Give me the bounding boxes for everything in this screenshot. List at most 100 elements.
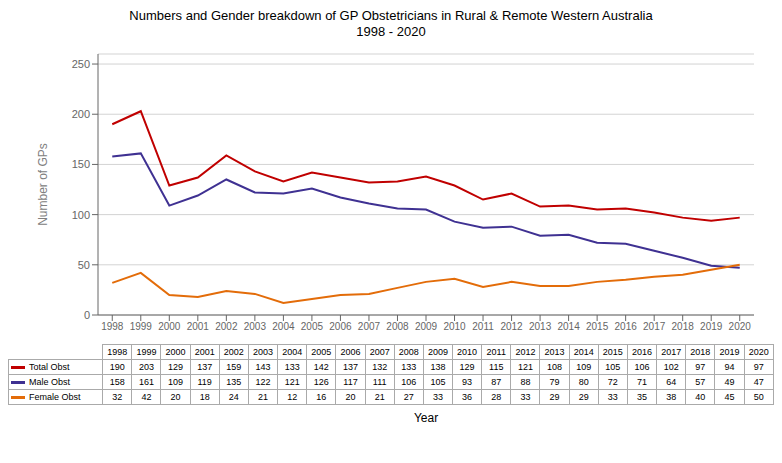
- html-text:79: 79: [549, 377, 560, 387]
- html-text:117: 117: [343, 377, 358, 387]
- html-text:2005: 2005: [311, 347, 332, 357]
- html-text:2015: 2015: [602, 347, 623, 357]
- html-text:80: 80: [578, 377, 589, 387]
- html-text:143: 143: [255, 362, 271, 372]
- html-text:115: 115: [489, 362, 504, 372]
- html-text:106: 106: [401, 377, 417, 387]
- html-text:1999: 1999: [136, 347, 157, 357]
- html-text:2006: 2006: [340, 347, 361, 357]
- html-text:2008: 2008: [398, 347, 419, 357]
- svg-text:2005: 2005: [301, 321, 324, 332]
- html-text:Numbers and Gender breakdown o: Numbers and Gender breakdown of GP Obste…: [129, 8, 653, 23]
- html-text:122: 122: [255, 377, 271, 387]
- svg-text:2010: 2010: [443, 321, 466, 332]
- svg-text:2016: 2016: [615, 321, 638, 332]
- html-text:2001: 2001: [194, 347, 215, 357]
- svg-text:2001: 2001: [187, 321, 210, 332]
- svg-text:2009: 2009: [415, 321, 438, 332]
- svg-text:0: 0: [84, 309, 90, 321]
- html-text:2012: 2012: [515, 347, 536, 357]
- html-text:105: 105: [605, 362, 621, 372]
- svg-text:2000: 2000: [158, 321, 181, 332]
- html-text:2016: 2016: [632, 347, 652, 357]
- html-text:126: 126: [313, 377, 329, 387]
- html-text:138: 138: [430, 362, 446, 372]
- html-text:2019: 2019: [719, 347, 740, 357]
- html-text:129: 129: [168, 362, 184, 372]
- html-text:2018: 2018: [690, 347, 711, 357]
- html-text:135: 135: [226, 377, 242, 387]
- svg-text:50: 50: [78, 259, 90, 271]
- svg-text:150: 150: [72, 158, 90, 170]
- html-text:108: 108: [547, 362, 563, 372]
- html-text:106: 106: [634, 362, 650, 372]
- html-text:Male Obst: Male Obst: [29, 377, 70, 387]
- html-text:94: 94: [724, 362, 735, 372]
- html-text:2007: 2007: [369, 347, 390, 357]
- svg-text:2014: 2014: [557, 321, 580, 332]
- html-text:2020: 2020: [748, 347, 769, 357]
- html-text:93: 93: [462, 377, 473, 387]
- svg-text:2008: 2008: [386, 321, 409, 332]
- html-text:2011: 2011: [486, 347, 506, 357]
- svg-text:2007: 2007: [358, 321, 381, 332]
- svg-text:250: 250: [72, 58, 90, 70]
- svg-text:2018: 2018: [672, 321, 695, 332]
- html-text:133: 133: [284, 362, 300, 372]
- html-text:72: 72: [607, 377, 618, 387]
- html-text:142: 142: [313, 362, 329, 372]
- html-text:102: 102: [663, 362, 679, 372]
- html-text:2013: 2013: [544, 347, 565, 357]
- html-text:119: 119: [197, 377, 212, 387]
- svg-text:2004: 2004: [272, 321, 295, 332]
- html-text:111: 111: [372, 377, 387, 387]
- html-text:Year: Year: [413, 411, 439, 425]
- html-text:109: 109: [576, 362, 592, 372]
- html-text:137: 137: [197, 362, 213, 372]
- html-text:87: 87: [491, 377, 502, 387]
- html-text:2009: 2009: [427, 347, 448, 357]
- html-text:2003: 2003: [253, 347, 273, 357]
- html-text:2010: 2010: [457, 347, 478, 357]
- html-text:133: 133: [401, 362, 417, 372]
- html-text:88: 88: [520, 377, 531, 387]
- svg-text:2019: 2019: [700, 321, 723, 332]
- html-text:2014: 2014: [573, 347, 594, 357]
- svg-text:2012: 2012: [500, 321, 523, 332]
- html-text:129: 129: [459, 362, 475, 372]
- html-text:161: 161: [138, 377, 154, 387]
- html-text:1998: 1998: [107, 347, 128, 357]
- svg-text:Number of GPs: Number of GPs: [36, 143, 50, 226]
- html-text:159: 159: [226, 362, 242, 372]
- html-text:158: 158: [109, 377, 125, 387]
- html-text:121: 121: [517, 362, 533, 372]
- html-text:71: 71: [637, 377, 647, 387]
- svg-text:2020: 2020: [729, 321, 752, 332]
- html-text:203: 203: [138, 362, 154, 372]
- svg-text:100: 100: [72, 209, 90, 221]
- html-text:2017: 2017: [661, 347, 682, 357]
- html-text:137: 137: [343, 362, 358, 372]
- svg-text:2002: 2002: [215, 321, 238, 332]
- svg-text:2017: 2017: [643, 321, 666, 332]
- html-text:109: 109: [168, 377, 184, 387]
- html-text:2000: 2000: [165, 347, 186, 357]
- html-text:97: 97: [695, 362, 706, 372]
- html-text:Total Obst: Total Obst: [29, 362, 70, 372]
- svg-text:200: 200: [72, 108, 90, 120]
- html-text:97: 97: [753, 362, 764, 372]
- html-text:105: 105: [430, 377, 446, 387]
- html-text:2002: 2002: [223, 347, 244, 357]
- svg-text:2003: 2003: [244, 321, 267, 332]
- svg-text:2013: 2013: [529, 321, 552, 332]
- html-text:190: 190: [109, 362, 125, 372]
- html-text:121: 121: [284, 377, 300, 387]
- svg-text:2006: 2006: [329, 321, 352, 332]
- svg-text:2015: 2015: [586, 321, 609, 332]
- svg-text:1998: 1998: [101, 321, 124, 332]
- svg-text:2011: 2011: [472, 321, 494, 332]
- html-text:1998 - 2020: 1998 - 2020: [356, 24, 426, 39]
- html-text:2004: 2004: [282, 347, 303, 357]
- svg-text:1999: 1999: [130, 321, 153, 332]
- html-text:132: 132: [372, 362, 388, 372]
